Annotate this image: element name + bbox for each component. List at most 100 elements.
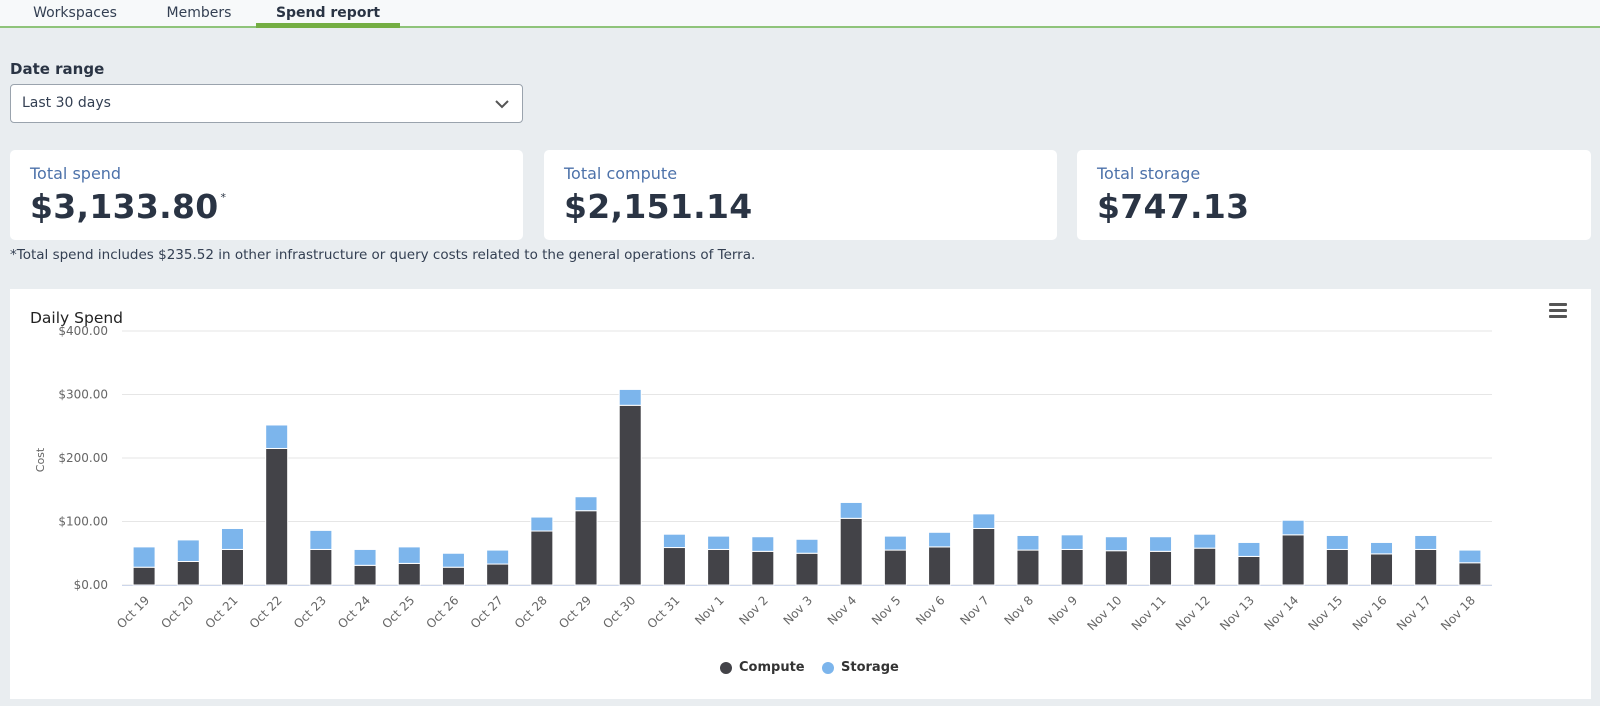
total-compute-label: Total compute: [564, 164, 678, 183]
bar-compute[interactable]: [662, 547, 686, 586]
bar-storage[interactable]: [397, 546, 421, 564]
bar-compute[interactable]: [486, 563, 510, 586]
y-tick-label: $100.00: [58, 515, 108, 529]
bar-storage[interactable]: [530, 516, 554, 532]
x-tick-label: Nov 2: [736, 593, 771, 628]
daily-spend-chart: $0.00 $100.00 $200.00 $300.00 $400.00 Cost Oct…: [34, 324, 1492, 633]
bar-compute[interactable]: [397, 562, 421, 586]
legend-storage[interactable]: Storage: [841, 660, 899, 675]
bar-compute[interactable]: [707, 548, 731, 586]
bar-compute[interactable]: [265, 447, 289, 586]
bar-storage[interactable]: [1281, 519, 1305, 536]
bar-storage[interactable]: [751, 536, 775, 552]
bar-storage[interactable]: [928, 531, 952, 548]
bar-compute[interactable]: [618, 404, 642, 586]
bar-compute[interactable]: [1458, 562, 1482, 586]
total-storage-value: $747.13: [1097, 187, 1250, 226]
bar-storage[interactable]: [795, 538, 819, 554]
bar-storage[interactable]: [1414, 534, 1438, 550]
bar-compute[interactable]: [1016, 549, 1040, 586]
x-tick-label: Oct 22: [247, 593, 285, 631]
bar-storage[interactable]: [662, 533, 686, 549]
bar-storage[interactable]: [1325, 534, 1349, 550]
bar-compute[interactable]: [309, 548, 333, 586]
bar-compute[interactable]: [220, 548, 244, 586]
x-tick-label: Nov 8: [1002, 593, 1037, 628]
bar-storage[interactable]: [486, 549, 510, 565]
bar-storage[interactable]: [1149, 536, 1173, 552]
bar-storage[interactable]: [353, 548, 377, 566]
y-tick-label: $400.00: [58, 324, 108, 338]
tab-workspaces[interactable]: Workspaces: [33, 5, 117, 21]
bar-compute[interactable]: [751, 550, 775, 586]
bar-compute[interactable]: [1237, 555, 1261, 586]
bar-storage[interactable]: [1016, 534, 1040, 551]
x-tick-label: Oct 24: [335, 593, 373, 631]
bar-compute[interactable]: [574, 510, 598, 586]
bar-storage[interactable]: [1104, 536, 1128, 552]
bar-compute[interactable]: [441, 566, 465, 586]
x-tick-label: Nov 18: [1438, 593, 1478, 633]
legend-compute[interactable]: Compute: [739, 660, 805, 675]
bar-compute[interactable]: [1370, 553, 1394, 586]
date-range-select[interactable]: Last 30 days: [10, 84, 523, 123]
x-tick-label: Nov 17: [1394, 593, 1434, 633]
bar-compute[interactable]: [530, 530, 554, 586]
bar-storage[interactable]: [1370, 541, 1394, 555]
bar-storage[interactable]: [265, 424, 289, 449]
bar-compute[interactable]: [1060, 548, 1084, 586]
bar-compute[interactable]: [132, 566, 156, 586]
total-spend-label: Total spend: [30, 164, 122, 183]
total-storage-label: Total storage: [1097, 164, 1201, 183]
bar-compute[interactable]: [795, 552, 819, 586]
bar-compute[interactable]: [353, 564, 377, 586]
tab-spend-report[interactable]: Spend report: [256, 0, 400, 28]
bar-storage[interactable]: [132, 546, 156, 568]
bar-storage[interactable]: [839, 501, 863, 519]
footnote-marker: *: [220, 191, 227, 204]
y-tick-label: $0.00: [74, 578, 108, 592]
bar-compute[interactable]: [1281, 534, 1305, 586]
bar-storage[interactable]: [1060, 534, 1084, 550]
bar-storage[interactable]: [1193, 533, 1217, 549]
bar-compute[interactable]: [928, 546, 952, 586]
x-tick-label: Oct 31: [644, 593, 682, 631]
x-tick-label: Oct 26: [423, 593, 461, 631]
x-tick-label: Nov 4: [825, 593, 860, 628]
bar-storage[interactable]: [1237, 541, 1261, 557]
bar-storage[interactable]: [220, 527, 244, 550]
legend-storage-dot: [822, 662, 834, 674]
bar-compute[interactable]: [1325, 548, 1349, 586]
bar-compute[interactable]: [883, 549, 907, 586]
x-tick-label: Oct 25: [379, 593, 417, 631]
bar-storage[interactable]: [972, 513, 996, 529]
bar-compute[interactable]: [176, 561, 200, 586]
bar-storage[interactable]: [707, 535, 731, 550]
bar-storage[interactable]: [441, 552, 465, 568]
x-tick-label: Nov 1: [692, 593, 727, 628]
legend-compute-dot: [720, 662, 732, 674]
bar-compute[interactable]: [1104, 550, 1128, 586]
x-tick-label: Oct 28: [512, 593, 550, 631]
y-tick-label: $300.00: [58, 388, 108, 402]
chart-menu-icon[interactable]: [1549, 303, 1567, 319]
bar-storage[interactable]: [618, 388, 642, 406]
date-range-label: Date range: [10, 60, 105, 78]
bar-storage[interactable]: [1458, 549, 1482, 564]
x-tick-label: Oct 19: [114, 593, 152, 631]
bar-compute[interactable]: [1193, 547, 1217, 586]
bar-compute[interactable]: [1414, 548, 1438, 586]
tab-members[interactable]: Members: [166, 5, 232, 21]
total-spend-card: Total spend $3,133.80 *: [10, 150, 523, 240]
bar-storage[interactable]: [574, 496, 598, 512]
total-compute-card: Total compute $2,151.14: [544, 150, 1057, 240]
x-tick-label: Oct 20: [158, 593, 196, 631]
bar-compute[interactable]: [972, 527, 996, 586]
bar-storage[interactable]: [883, 535, 907, 551]
bar-storage[interactable]: [309, 529, 333, 550]
bar-compute[interactable]: [1149, 550, 1173, 586]
bar-compute[interactable]: [839, 517, 863, 586]
date-range-value: Last 30 days: [22, 95, 111, 111]
x-tick-label: Nov 3: [781, 593, 816, 628]
bar-storage[interactable]: [176, 539, 200, 563]
